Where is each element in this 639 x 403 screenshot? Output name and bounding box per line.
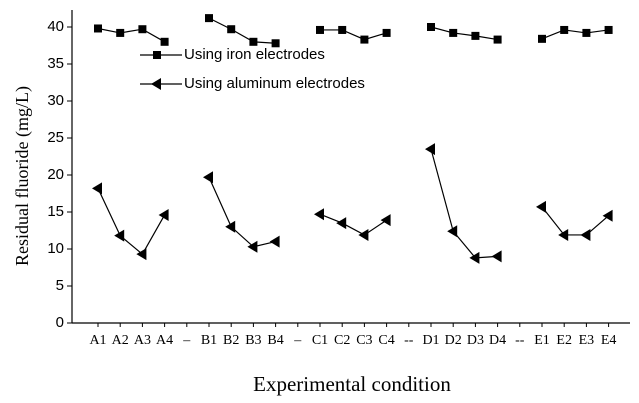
y-axis-label: Residual fluoride (mg/L) [12, 86, 33, 266]
marker [427, 23, 435, 31]
x-tick-label: A1 [89, 333, 106, 348]
marker [269, 235, 280, 248]
x-tick-label: B1 [201, 333, 217, 348]
marker [491, 250, 502, 263]
y-tick-label: 40 [47, 18, 64, 35]
x-tick-label: – [293, 333, 302, 348]
x-tick-label: E4 [601, 333, 617, 348]
x-tick-label: A4 [156, 333, 173, 348]
marker [447, 225, 458, 238]
x-tick-label: -- [515, 333, 525, 348]
legend-label: Using iron electrodes [184, 46, 325, 63]
marker [94, 24, 102, 33]
y-tick-label: 25 [47, 129, 64, 146]
marker [582, 28, 591, 37]
marker [358, 228, 369, 241]
marker [538, 34, 546, 43]
marker [114, 229, 125, 242]
x-tick-label: -- [404, 333, 414, 348]
marker [271, 39, 280, 48]
y-tick-label: 35 [47, 55, 64, 72]
y-tick-label: 5 [56, 277, 64, 294]
marker [116, 28, 125, 37]
marker [314, 208, 324, 221]
marker [604, 25, 613, 34]
x-tick-label: E3 [579, 333, 595, 348]
marker [247, 240, 258, 253]
x-tick-label: B2 [223, 333, 239, 348]
marker [425, 143, 435, 156]
marker [493, 35, 502, 44]
x-tick-label: A3 [134, 333, 151, 348]
x-tick-label: D1 [422, 333, 439, 348]
marker [338, 25, 347, 34]
x-tick-label: D2 [445, 333, 462, 348]
marker [205, 14, 213, 23]
x-tick-label: C1 [312, 333, 328, 348]
marker [203, 171, 213, 184]
x-tick-label: A2 [112, 333, 129, 348]
marker [380, 214, 391, 227]
marker [316, 25, 324, 34]
marker [560, 25, 569, 34]
marker [449, 28, 458, 37]
marker [151, 78, 161, 90]
y-tick-label: 0 [56, 314, 64, 331]
marker [158, 208, 169, 221]
marker [160, 37, 169, 46]
y-tick-label: 20 [47, 166, 64, 183]
marker [602, 209, 613, 222]
y-tick-label: 15 [47, 203, 64, 220]
marker [92, 182, 102, 195]
marker [558, 228, 569, 241]
marker [249, 37, 258, 46]
marker [382, 28, 391, 37]
marker [469, 251, 480, 264]
x-tick-label: – [182, 333, 191, 348]
x-tick-label: D3 [467, 333, 484, 348]
x-tick-label: B3 [245, 333, 261, 348]
marker [136, 248, 147, 261]
y-tick-label: 10 [47, 240, 64, 257]
marker [153, 51, 161, 59]
x-tick-label: B4 [267, 333, 283, 348]
x-tick-label: D4 [489, 333, 506, 348]
marker [360, 35, 369, 44]
y-tick-label: 30 [47, 92, 64, 109]
marker [225, 220, 236, 233]
marker [227, 25, 236, 34]
series-line [97, 148, 609, 259]
x-tick-label: E2 [556, 333, 572, 348]
x-tick-label: C3 [356, 333, 372, 348]
marker [138, 25, 147, 34]
marker [580, 228, 591, 241]
series-line [97, 17, 609, 44]
legend-label: Using aluminum electrodes [184, 75, 365, 92]
marker [536, 200, 546, 213]
x-axis-label: Experimental condition [253, 372, 451, 396]
marker [336, 217, 347, 230]
x-tick-label: E1 [534, 333, 550, 348]
x-tick-label: C2 [334, 333, 350, 348]
x-tick-label: C4 [378, 333, 394, 348]
marker [471, 31, 480, 40]
